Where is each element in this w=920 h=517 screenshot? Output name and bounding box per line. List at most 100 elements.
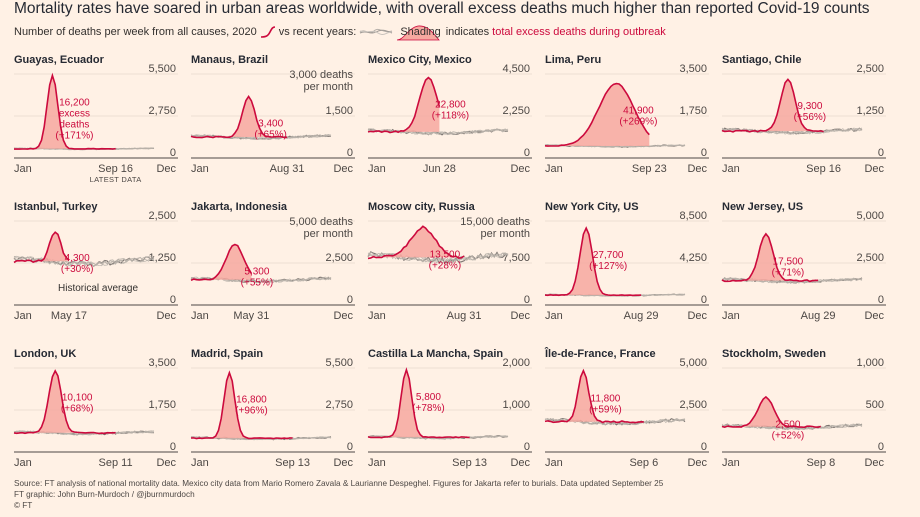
series-2020-line bbox=[190, 243, 253, 282]
y-tick-label: 0 bbox=[524, 294, 530, 306]
excess-annotation: 10,100 bbox=[62, 392, 93, 403]
legend-shading: Shading bbox=[397, 25, 442, 41]
excess-annotation: 11,800 bbox=[591, 393, 621, 404]
panel-title: Manaus, Brazil bbox=[191, 54, 268, 66]
excess-annotation: (+68%) bbox=[61, 403, 94, 414]
x-tick-label: Jan bbox=[368, 310, 386, 322]
series-2020-line bbox=[13, 231, 70, 264]
excess-deaths-area bbox=[400, 77, 440, 132]
panel-title: Lima, Peru bbox=[545, 54, 601, 66]
y-tick-label: 2,500 bbox=[148, 210, 176, 222]
excess-annotation: 13,500 bbox=[430, 250, 461, 261]
y-tick-label: 0 bbox=[701, 147, 707, 159]
y-tick-label: 3,500 bbox=[679, 63, 707, 75]
footer-graphic: FT graphic: John Burn-Murdoch / @jburnmu… bbox=[14, 490, 195, 499]
x-tick-label: May 17 bbox=[51, 310, 87, 322]
x-tick-label: Jan bbox=[545, 457, 563, 469]
excess-annotation: (+55%) bbox=[241, 278, 274, 289]
panel-stockholm-sweden: Stockholm, Sweden 1,000 500 0 Jan Sep 8 Dec 2,5… bbox=[721, 348, 886, 469]
y-tick-label: 5,500 bbox=[148, 63, 176, 75]
y-tick-label: 0 bbox=[170, 147, 176, 159]
y-tick-label: 0 bbox=[524, 441, 530, 453]
x-tick-label: Aug 31 bbox=[447, 310, 482, 322]
legend-indicates: indicates bbox=[445, 26, 490, 38]
excess-annotation: (+28%) bbox=[429, 261, 462, 272]
legend-shading-swatch bbox=[397, 25, 441, 41]
excess-annotation: (+30%) bbox=[61, 264, 94, 275]
legend-prefix: Number of deaths per week from all cause… bbox=[14, 26, 230, 38]
x-tick-label: Sep 8 bbox=[806, 457, 835, 469]
series-2020-line bbox=[721, 232, 819, 283]
x-tick-label: Dec bbox=[864, 457, 884, 469]
y-tick-label: 2,250 bbox=[502, 105, 530, 117]
x-tick-label: Dec bbox=[156, 310, 176, 322]
x-tick-label: Aug 29 bbox=[624, 310, 659, 322]
y-tick-label: 1,250 bbox=[148, 252, 176, 264]
excess-annotation: (+56%) bbox=[794, 112, 827, 123]
x-tick-label: Jun 28 bbox=[423, 163, 456, 175]
excess-annotation: (+59%) bbox=[589, 404, 622, 415]
footer: Source: FT analysis of national mortalit… bbox=[14, 478, 663, 511]
x-tick-label: Dec bbox=[333, 310, 353, 322]
x-tick-label: Dec bbox=[510, 163, 530, 175]
y-tick-label: 0 bbox=[347, 441, 353, 453]
chart-title: Mortality rates have soared in urban are… bbox=[14, 0, 870, 17]
excess-annotation: excess bbox=[59, 109, 90, 120]
series-2020-line bbox=[544, 226, 642, 297]
excess-annotation: 2,500 bbox=[775, 419, 800, 430]
x-tick-label: Jan bbox=[14, 310, 32, 322]
excess-annotation: (+171%) bbox=[55, 131, 93, 142]
series-2020-line bbox=[13, 72, 116, 150]
panel-title: Guayas, Ecuador bbox=[14, 54, 105, 66]
historical-series-line bbox=[13, 256, 155, 267]
panel-title: Istanbul, Turkey bbox=[14, 201, 98, 213]
y-tick-label: 0 bbox=[701, 294, 707, 306]
x-tick-label: Dec bbox=[156, 457, 176, 469]
y-tick-label: 2,000 bbox=[502, 357, 530, 369]
x-tick-label: Sep 11 bbox=[99, 457, 133, 469]
panel-title: Madrid, Spain bbox=[191, 348, 263, 360]
x-tick-label: Jan bbox=[14, 457, 32, 469]
x-tick-label: Sep 23 bbox=[632, 163, 667, 175]
x-tick-label: Dec bbox=[510, 310, 530, 322]
excess-annotation: 5,300 bbox=[244, 267, 269, 278]
excess-deaths-area bbox=[207, 244, 252, 280]
y-tick-label: 2,500 bbox=[325, 252, 353, 264]
excess-annotation: (+52%) bbox=[772, 430, 805, 441]
historical-series-line bbox=[367, 252, 509, 263]
y-tick-label: 2,500 bbox=[856, 252, 884, 264]
x-tick-label: Jan bbox=[368, 457, 386, 469]
excess-annotation: 5,800 bbox=[416, 392, 441, 403]
x-tick-label: Dec bbox=[687, 163, 707, 175]
panel-istanbul-turkey: Istanbul, Turkey 2,500 1,250 0 Jan May 17 Dec 4… bbox=[13, 201, 178, 322]
panel-title: Castilla La Mancha, Spain bbox=[368, 348, 503, 360]
x-tick-label: Dec bbox=[687, 310, 707, 322]
panel-title: London, UK bbox=[14, 348, 76, 360]
latest-data-label: LATEST DATA bbox=[90, 175, 142, 184]
y-tick-label: 7,500 bbox=[502, 252, 530, 264]
panel-title: Île-de-France, France bbox=[544, 347, 656, 360]
panel-title: Stockholm, Sweden bbox=[722, 348, 826, 360]
y-tick-label: 5,000 deaths bbox=[289, 216, 353, 228]
series-2020-line bbox=[190, 95, 288, 139]
y-tick-label: 500 bbox=[866, 399, 884, 411]
x-tick-label: Jan bbox=[14, 163, 32, 175]
legend-year: 2020 bbox=[232, 26, 257, 38]
y-tick-label: 2,500 bbox=[856, 63, 884, 75]
y-tick-label: 0 bbox=[347, 147, 353, 159]
y-tick-label: 5,000 bbox=[679, 357, 707, 369]
historical-series-line bbox=[367, 128, 509, 135]
x-tick-label: Aug 29 bbox=[801, 310, 836, 322]
y-tick-label: 0 bbox=[170, 441, 176, 453]
legend-2020-line-swatch bbox=[260, 26, 275, 38]
x-tick-label: Sep 16 bbox=[98, 163, 133, 175]
footer-source: Source: FT analysis of national mortalit… bbox=[14, 479, 664, 488]
series-2020-line bbox=[544, 368, 644, 424]
x-tick-label: Dec bbox=[333, 163, 353, 175]
excess-annotation: 22,800 bbox=[435, 100, 466, 111]
y-tick-label: 2,750 bbox=[148, 105, 176, 117]
excess-annotation: (+127%) bbox=[589, 261, 627, 272]
